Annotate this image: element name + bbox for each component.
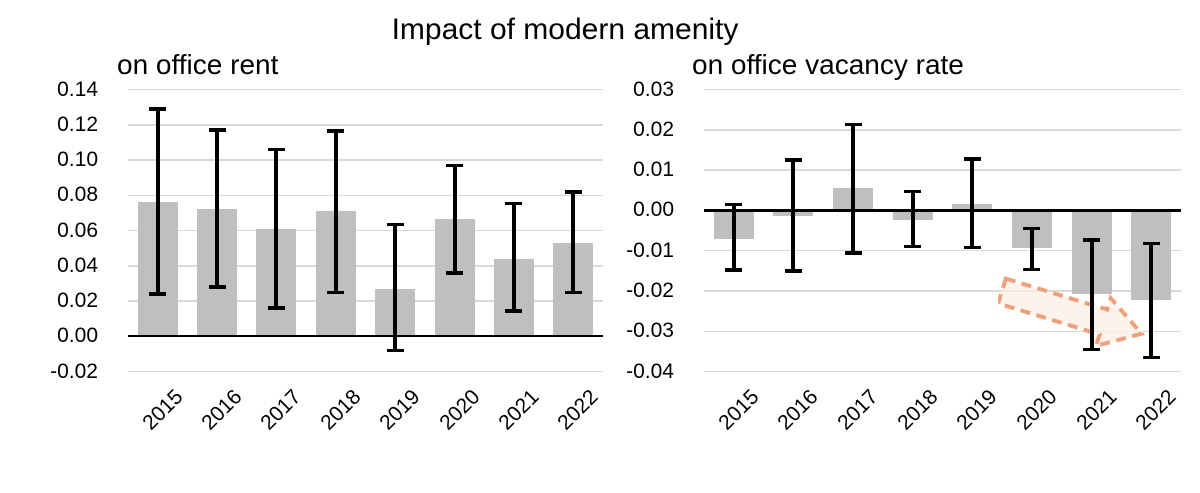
error-bar-2017 [851, 124, 856, 253]
gridline [128, 194, 603, 196]
error-cap-high-2015 [149, 107, 167, 111]
error-bar-2021 [1089, 239, 1094, 350]
y-tick-label: 0.01 [633, 158, 674, 182]
error-bar-2020 [452, 165, 457, 273]
error-cap-low-2017 [267, 306, 285, 310]
y-tick-label: 0.10 [57, 148, 98, 171]
gridline [128, 159, 603, 161]
error-cap-low-2021 [1083, 347, 1101, 352]
error-bar-2019 [393, 224, 398, 351]
x-tick-label-2016: 2016 [773, 385, 823, 435]
error-cap-low-2018 [327, 290, 345, 294]
error-bar-2015 [155, 108, 160, 294]
gridline [128, 124, 603, 126]
gridline [704, 169, 1181, 171]
error-bar-2017 [274, 149, 279, 308]
error-cap-high-2018 [904, 189, 922, 194]
error-cap-low-2021 [505, 309, 523, 313]
y-tick-label: -0.01 [626, 238, 674, 262]
x-tick-label-2015: 2015 [714, 385, 764, 435]
y-tick-label: 0.00 [57, 324, 98, 348]
x-axis-zero-line [128, 335, 603, 338]
chart-subtitle-rent: on office rent [117, 49, 279, 80]
error-cap-high-2022 [564, 190, 582, 194]
error-cap-low-2022 [1142, 355, 1160, 360]
y-tick-label: 0.08 [57, 183, 98, 207]
error-bar-2016 [215, 130, 220, 287]
error-cap-high-2020 [446, 163, 464, 168]
y-tick-label: -0.02 [626, 278, 674, 302]
y-tick-label: 0.04 [57, 253, 98, 277]
error-bar-2015 [731, 204, 736, 270]
error-bar-2019 [970, 158, 975, 248]
x-tick-label-2022: 2022 [1131, 385, 1181, 435]
error-bar-2022 [1149, 243, 1154, 358]
x-tick-label-2021: 2021 [1071, 385, 1122, 435]
error-cap-high-2017 [844, 122, 862, 127]
error-cap-low-2016 [784, 269, 802, 273]
error-cap-low-2020 [446, 271, 464, 275]
error-cap-low-2016 [208, 285, 226, 289]
error-bar-2022 [571, 191, 576, 293]
error-cap-low-2020 [1023, 267, 1041, 271]
error-cap-high-2019 [386, 222, 404, 227]
y-tick-label: 0.12 [57, 112, 98, 136]
y-tick-label: 0.00 [633, 198, 674, 222]
error-bar-2018 [333, 130, 338, 293]
gridline [128, 88, 603, 91]
y-tick-label: 0.14 [57, 77, 98, 101]
gridline [128, 229, 603, 232]
error-cap-low-2018 [904, 244, 922, 249]
error-cap-high-2021 [1083, 238, 1101, 242]
x-tick-label-2019: 2019 [952, 385, 1002, 435]
error-cap-low-2015 [149, 292, 167, 296]
error-cap-high-2022 [1142, 241, 1160, 246]
y-tick-label: -0.03 [626, 319, 674, 343]
error-cap-low-2022 [564, 290, 582, 294]
error-cap-low-2019 [386, 348, 404, 353]
chart-subtitle-vacancy: on office vacancy rate [692, 49, 964, 80]
gridline [704, 88, 1181, 91]
error-cap-high-2016 [784, 158, 802, 162]
trend-arrow-icon [998, 276, 1146, 349]
y-tick-label: 0.03 [633, 77, 674, 101]
error-cap-low-2017 [844, 251, 862, 255]
error-cap-low-2015 [725, 268, 743, 272]
error-cap-low-2019 [963, 245, 981, 250]
error-cap-high-2015 [725, 202, 743, 207]
error-bar-2021 [511, 203, 516, 311]
gridline [704, 330, 1181, 332]
y-tick-label: 0.06 [57, 218, 98, 242]
gridline [704, 370, 1181, 373]
gridline [128, 265, 603, 267]
gridline [704, 290, 1181, 292]
error-cap-high-2017 [267, 147, 285, 152]
error-bar-2016 [791, 160, 796, 271]
y-tick-label: 0.02 [57, 289, 98, 312]
gridline [128, 370, 603, 373]
error-bar-2020 [1029, 228, 1034, 270]
chart-title: Impact of modern amenity [391, 13, 739, 46]
error-cap-high-2021 [505, 201, 523, 205]
y-tick-label: 0.02 [633, 117, 674, 141]
error-cap-high-2016 [208, 128, 226, 132]
error-cap-high-2019 [963, 157, 981, 161]
error-cap-high-2018 [327, 129, 345, 133]
y-tick-label: -0.02 [50, 359, 98, 383]
error-cap-high-2020 [1023, 226, 1041, 231]
gridline [704, 249, 1181, 252]
x-axis-zero-line [704, 209, 1181, 212]
trend-arrow-shape [998, 276, 1146, 349]
y-tick-label: -0.04 [626, 359, 674, 383]
x-tick-label-2018: 2018 [892, 385, 943, 435]
x-tick-label-2017: 2017 [833, 385, 883, 435]
gridline [128, 300, 603, 302]
x-tick-label-2020: 2020 [1012, 385, 1062, 435]
gridline [704, 129, 1181, 131]
error-bar-2018 [910, 191, 915, 247]
